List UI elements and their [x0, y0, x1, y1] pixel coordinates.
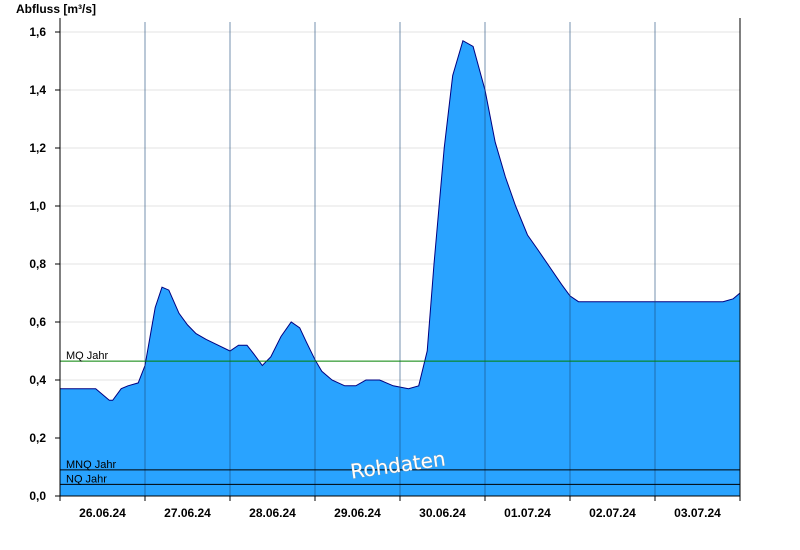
y-tick-label: 0,2: [29, 431, 46, 445]
y-tick-label: 0,0: [29, 489, 46, 503]
y-tick-label: 1,0: [29, 199, 46, 213]
reference-label: MNQ Jahr: [66, 459, 116, 471]
x-tick-label: 27.06.24: [164, 506, 211, 520]
y-tick-label: 0,4: [29, 373, 46, 387]
y-tick-label: 0,6: [29, 315, 46, 329]
y-tick-label: 1,6: [29, 25, 46, 39]
x-tick-label: 28.06.24: [249, 506, 296, 520]
y-tick-label: 1,2: [29, 141, 46, 155]
x-tick-label: 02.07.24: [589, 506, 636, 520]
x-tick-label: 03.07.24: [674, 506, 721, 520]
x-tick-label: 01.07.24: [504, 506, 551, 520]
y-tick-label: 0,8: [29, 257, 46, 271]
x-tick-label: 29.06.24: [334, 506, 381, 520]
day-separators: [144, 22, 656, 496]
x-tick-label: 30.06.24: [419, 506, 466, 520]
series-line: [60, 39, 741, 401]
axes: 0,0 0,2 0,4 0,6 0,8 1,0 1,2 1,4 1,6 26.06.24 27.06…: [29, 18, 741, 520]
reference-label: MQ Jahr: [66, 350, 109, 362]
reference-lines: MQ Jahr MNQ Jahr NQ Jahr: [60, 350, 740, 485]
y-axis-label: Abfluss [m³/s]: [16, 2, 96, 16]
reference-label: NQ Jahr: [66, 473, 107, 485]
x-tick-label: 26.06.24: [79, 506, 126, 520]
y-tick-label: 1,4: [29, 83, 46, 97]
